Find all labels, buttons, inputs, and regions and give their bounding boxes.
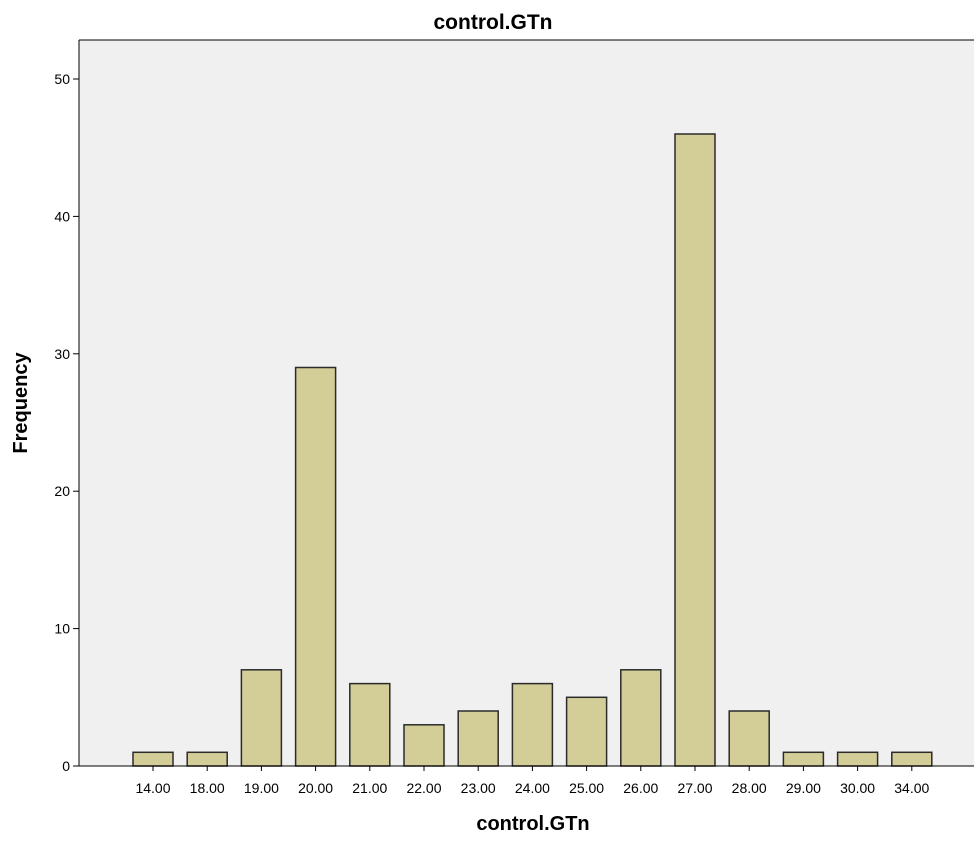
plot-area bbox=[79, 40, 974, 766]
x-tick-label-14.00: 14.00 bbox=[135, 780, 170, 796]
x-tick-label-25.00: 25.00 bbox=[569, 780, 604, 796]
bar-28.00 bbox=[728, 710, 770, 767]
bar-14.00 bbox=[132, 751, 174, 767]
x-tick-label-29.00: 29.00 bbox=[786, 780, 821, 796]
bar-21.00 bbox=[349, 682, 391, 767]
x-tick-label-20.00: 20.00 bbox=[298, 780, 333, 796]
bar-26.00 bbox=[620, 669, 662, 767]
bar-29.00 bbox=[782, 751, 825, 767]
bar-24.00 bbox=[511, 682, 554, 767]
y-tick-label-0: 0 bbox=[62, 758, 70, 774]
x-tick-label-27.00: 27.00 bbox=[677, 780, 712, 796]
x-axis-title: control.GTn bbox=[476, 813, 589, 835]
y-tick-label-10: 10 bbox=[54, 621, 70, 637]
x-tick-label-30.00: 30.00 bbox=[840, 780, 875, 796]
bar-19.00 bbox=[240, 669, 283, 767]
y-tick-label-30: 30 bbox=[54, 346, 70, 362]
bar-30.00 bbox=[836, 751, 879, 767]
bar-23.00 bbox=[457, 710, 499, 767]
x-tick-label-34.00: 34.00 bbox=[894, 780, 929, 796]
bar-18.00 bbox=[186, 751, 228, 767]
x-tick-label-18.00: 18.00 bbox=[190, 780, 225, 796]
chart-title: control.GTn bbox=[434, 11, 553, 34]
bar-25.00 bbox=[565, 696, 608, 767]
x-tick-label-22.00: 22.00 bbox=[406, 780, 441, 796]
x-axis: 14.00 18.00 19.00 20.00 21.00 22.00 23.00 24.00… bbox=[79, 765, 974, 796]
x-tick-label-23.00: 23.00 bbox=[461, 780, 496, 796]
y-axis-title: Frequency bbox=[10, 352, 32, 454]
bar-22.00 bbox=[403, 724, 445, 767]
bar-34.00 bbox=[891, 751, 933, 767]
bar-27.00 bbox=[674, 133, 716, 767]
y-tick-label-20: 20 bbox=[54, 483, 70, 499]
y-axis: 0 10 20 30 40 50 bbox=[54, 40, 80, 774]
x-tick-label-19.00: 19.00 bbox=[244, 780, 279, 796]
y-tick-label-40: 40 bbox=[54, 208, 70, 224]
x-tick-label-24.00: 24.00 bbox=[515, 780, 550, 796]
x-tick-label-21.00: 21.00 bbox=[352, 780, 387, 796]
bar-20.00 bbox=[294, 366, 337, 767]
bars-group bbox=[132, 133, 933, 767]
y-tick-label-50: 50 bbox=[54, 71, 70, 87]
x-tick-label-26.00: 26.00 bbox=[623, 780, 658, 796]
x-tick-label-28.00: 28.00 bbox=[732, 780, 767, 796]
